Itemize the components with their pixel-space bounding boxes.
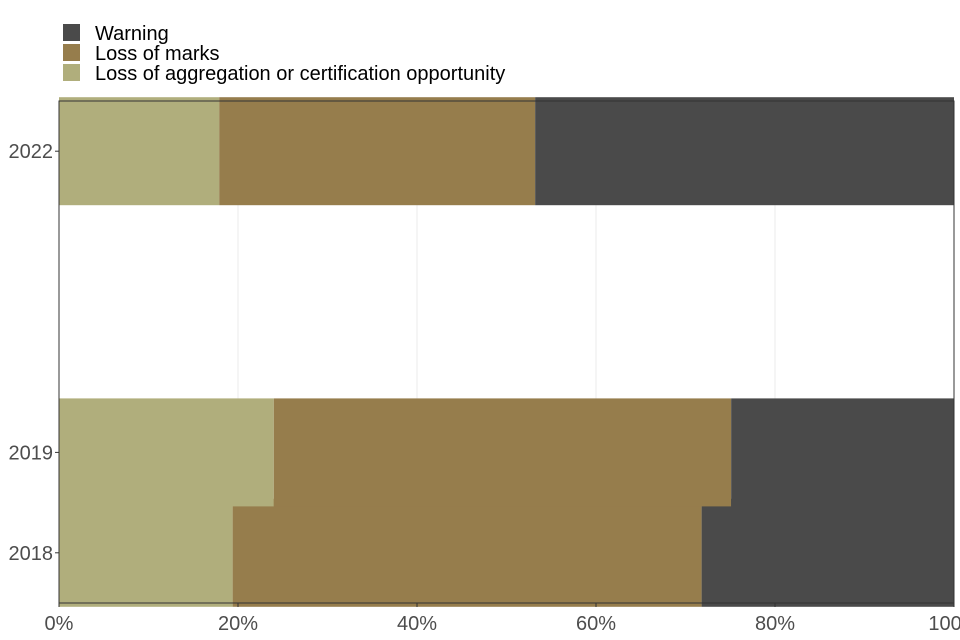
bar-2022-loss-of-aggregation-or-certification-opportunity — [59, 97, 220, 206]
x-tick-label-100: 100% — [928, 613, 960, 635]
legend-label-loss-of-aggregation-or-certification-opportunity: Loss of aggregation or certification opp… — [95, 63, 505, 85]
legend-key-warning — [63, 24, 80, 41]
legend-key-loss-of-aggregation-or-certification-opportunity — [63, 64, 80, 81]
bar-2019-loss-of-aggregation-or-certification-opportunity — [59, 398, 274, 507]
legend-key-loss-of-marks — [63, 44, 80, 61]
x-tick-label-0: 0% — [45, 613, 74, 635]
x-tick-label-20: 20% — [218, 613, 258, 635]
x-tick-label-60: 60% — [576, 613, 616, 635]
bar-2018-loss-of-aggregation-or-certification-opportunity — [59, 498, 233, 607]
bar-2018-warning — [701, 498, 954, 607]
legend-label-warning: Warning — [95, 23, 169, 45]
bar-2019-loss-of-marks — [273, 398, 732, 507]
x-tick-label-40: 40% — [397, 613, 437, 635]
y-tick-label-2019: 2019 — [9, 442, 54, 464]
bar-2022-loss-of-marks — [219, 97, 536, 206]
bar-2018-loss-of-marks — [232, 498, 702, 607]
y-tick-label-2022: 2022 — [9, 141, 54, 163]
panel-border — [58, 100, 955, 604]
bar-2019-warning — [731, 398, 954, 507]
bar-2022-warning — [535, 97, 954, 206]
y-tick-label-2018: 2018 — [9, 543, 54, 565]
x-axis: 0% 20% 40% 60% 80% 100% — [45, 603, 960, 635]
y-axis: 2018 2019 2022 — [9, 141, 59, 565]
legend-label-loss-of-marks: Loss of marks — [95, 43, 219, 65]
bars — [59, 97, 954, 607]
x-tick-label-80: 80% — [755, 613, 795, 635]
